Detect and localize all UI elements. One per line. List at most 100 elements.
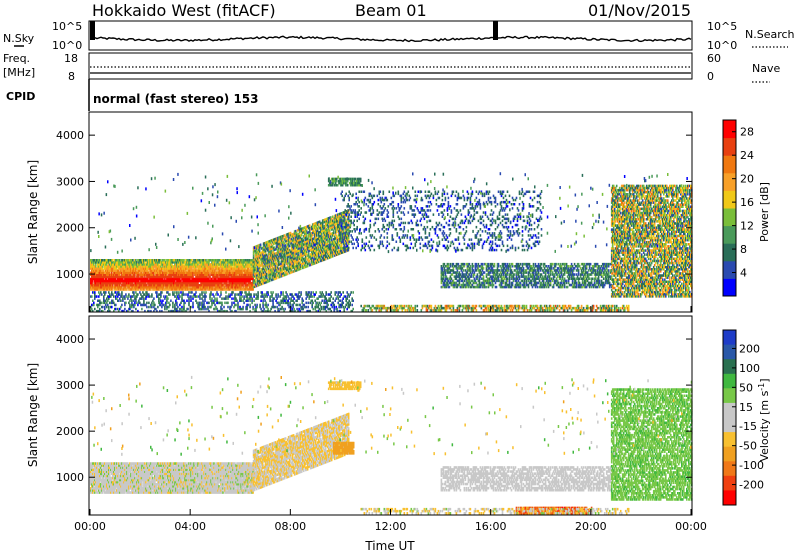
heatmap-cell [352, 300, 354, 303]
heatmap-cell [176, 302, 178, 305]
heatmap-cell [265, 302, 267, 305]
heatmap-cell [115, 304, 117, 307]
nave-tick-low: 0 [707, 70, 714, 83]
heatmap-cell [331, 237, 333, 240]
heatmap-cell [99, 308, 101, 311]
noise-spike-2 [493, 21, 498, 40]
heatmap-cell [131, 300, 133, 303]
heatmap-cell [235, 304, 237, 307]
heatmap-cell [266, 268, 268, 271]
heatmap-cell [199, 302, 201, 305]
heatmap-cell [201, 291, 203, 294]
heatmap-cell [257, 291, 259, 294]
heatmap-cell [174, 291, 176, 294]
heatmap-cell [120, 300, 122, 303]
heatmap-cell [339, 300, 341, 303]
heatmap-cell [243, 295, 245, 298]
heatmap-cell [148, 302, 150, 305]
heatmap-cell [325, 291, 327, 294]
heatmap-cell [101, 302, 103, 305]
heatmap-cell [309, 260, 311, 263]
freq-tick-low: 8 [68, 70, 75, 83]
heatmap-cell [312, 302, 314, 305]
heatmap-cell [305, 302, 307, 305]
heatmap-cell [302, 300, 304, 303]
heatmap-cell [338, 247, 340, 250]
heatmap-cell [105, 291, 107, 294]
beam-title: Beam 01 [355, 1, 427, 20]
heatmap-cell [149, 295, 151, 298]
heatmap-cell [253, 293, 255, 296]
noise-panel-frame [89, 21, 692, 50]
heatmap-cell [223, 306, 225, 309]
heatmap-cell [231, 302, 233, 305]
heatmap-cell [296, 304, 298, 307]
heatmap-cell [243, 302, 245, 305]
heatmap-cell [207, 306, 209, 309]
heatmap-cell [372, 309, 374, 312]
heatmap-cell [169, 304, 171, 307]
noise-sky-line [95, 36, 691, 41]
heatmap-cell [220, 291, 222, 294]
heatmap-cell [330, 291, 332, 294]
heatmap-cell [293, 302, 295, 305]
heatmap-cell [307, 306, 309, 309]
station-title: Hokkaido West (fitACF) [92, 1, 276, 20]
heatmap-cell [249, 304, 251, 307]
heatmap-cell [300, 291, 302, 294]
heatmap-cell [349, 302, 351, 305]
heatmap-cell [368, 309, 370, 312]
heatmap-cell [221, 297, 223, 300]
heatmap-cell [327, 304, 329, 307]
heatmap-cell [177, 306, 179, 309]
heatmap-cell [335, 291, 337, 294]
heatmap-cell [216, 297, 218, 300]
heatmap-cell [121, 291, 123, 294]
heatmap-cell [211, 297, 213, 300]
heatmap-cell [172, 302, 174, 305]
noise-panel: N.Sky 10^5 10^0 10^5 10^0 N.Search [3, 20, 795, 52]
heatmap-cell [333, 304, 335, 307]
heatmap-cell [154, 304, 156, 307]
noise-left-tick-low: 10^0 [52, 39, 82, 52]
heatmap-cell [101, 293, 103, 296]
heatmap-cell [141, 308, 143, 311]
heatmap-cell [125, 302, 127, 305]
heatmap-cell [153, 297, 155, 300]
heatmap-cell [195, 291, 197, 294]
heatmap-cell [162, 300, 164, 303]
heatmap-cell [199, 293, 201, 296]
heatmap-cell [146, 306, 148, 309]
heatmap-cell [192, 302, 194, 305]
heatmap-cell [267, 308, 269, 311]
heatmap-cell [332, 297, 334, 300]
heatmap-cell [310, 291, 312, 294]
heatmap-cell [237, 302, 239, 305]
heatmap-cell [179, 295, 181, 298]
power-cells [90, 172, 693, 312]
heatmap-cell [342, 302, 344, 305]
heatmap-cell [146, 302, 148, 305]
heatmap-cell [298, 291, 300, 294]
heatmap-cell [235, 293, 237, 296]
heatmap-cell [259, 261, 261, 264]
heatmap-cell [135, 308, 137, 311]
heatmap-cell [191, 291, 193, 294]
heatmap-cell [221, 302, 223, 305]
heatmap-cell [247, 304, 249, 307]
heatmap-cell [280, 291, 282, 294]
heatmap-cell [352, 291, 354, 294]
heatmap-cell [91, 295, 93, 298]
heatmap-cell [287, 273, 289, 276]
heatmap-cell [311, 295, 313, 298]
heatmap-cell [343, 226, 345, 229]
heatmap-cell [143, 297, 145, 300]
heatmap-cell [227, 302, 229, 305]
heatmap-cell [188, 291, 190, 294]
heatmap-cell [333, 230, 335, 233]
heatmap-cell [102, 306, 104, 309]
heatmap-cell [315, 291, 317, 294]
heatmap-cell [108, 306, 110, 309]
heatmap-cell [277, 293, 279, 296]
